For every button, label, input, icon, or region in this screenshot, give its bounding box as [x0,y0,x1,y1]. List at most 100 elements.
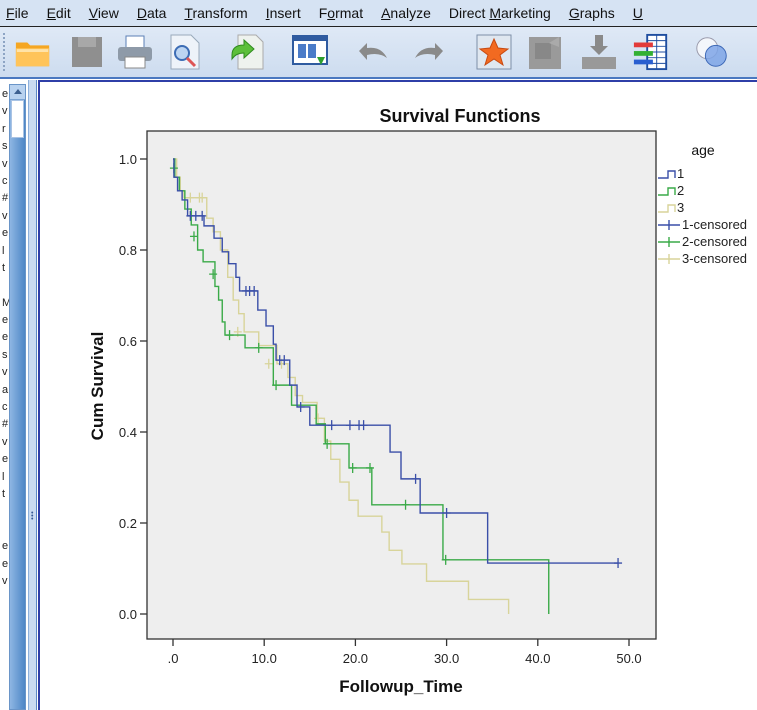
open-folder-icon [15,42,50,67]
goto-case-icon [529,37,561,69]
menu-insert[interactable]: Insert [265,5,301,21]
export-button[interactable] [228,33,266,71]
menu-data[interactable]: Data [136,5,167,21]
legend-censor-icon [658,237,680,247]
y-tick-label: 0.6 [119,334,137,349]
menu-u[interactable]: U [632,5,643,21]
print-preview-icon [170,34,200,70]
menu-format[interactable]: Format [318,5,364,21]
variables-icon [633,33,668,71]
outline-item[interactable]: t [2,487,6,500]
redo-button[interactable] [410,33,448,71]
legend-censor-icon [658,220,680,230]
censor-mark [614,558,623,569]
outline-item[interactable]: v [2,435,8,448]
open-folder-button[interactable] [14,33,52,71]
censor-mark [272,380,281,391]
menu-graphs[interactable]: Graphs [568,5,615,21]
censor-mark [254,342,263,353]
outline-item[interactable]: c [2,174,8,187]
menu-analyze[interactable]: Analyze [381,5,431,21]
survival-chart[interactable]: Survival Functions 0.00.20.40.60.81.0 .0… [38,80,757,710]
scroll-up-arrow-icon[interactable] [10,85,25,100]
outline-item[interactable]: e [2,557,9,570]
censor-mark [359,420,368,431]
censor-mark [225,330,234,341]
outline-item[interactable]: e [2,227,9,240]
outline-item[interactable]: e [2,314,9,327]
x-tick-label: 20.0 [343,651,368,666]
goto-case-button[interactable] [527,33,565,71]
outline-item[interactable]: v [2,574,8,587]
outline-item[interactable]: s [2,348,8,361]
x-tick-label: 40.0 [525,651,550,666]
outline-item[interactable]: # [2,192,9,205]
print-button[interactable] [116,33,154,71]
print-preview-button[interactable] [166,33,204,71]
legend-label: 2 [677,183,684,198]
x-axis: .0 10.0 20.0 30.0 40.0 50.0 [168,639,642,666]
outline-item[interactable]: M [2,296,12,309]
outline-item[interactable]: e [2,540,9,553]
y-axis: 0.0 0.2 0.4 0.6 0.8 1.0 [119,152,147,622]
menu-bar: File Edit View Data Transform Insert Format Ana… [0,0,757,27]
y-tick-label: 1.0 [119,152,137,167]
outline-scrollbar[interactable] [9,84,26,710]
outline-item[interactable]: v [2,157,8,170]
outline-item[interactable]: v [2,366,8,379]
undo-button[interactable] [354,33,392,71]
censor-mark [442,507,451,518]
legend-step-icon [658,170,676,179]
censor-mark [280,355,289,366]
pane-splitter[interactable]: • • • [28,80,37,710]
variables-button[interactable] [632,33,670,71]
menu-file[interactable]: File [6,5,29,21]
menu-transform[interactable]: Transform [184,5,248,21]
menu-direct-marketing[interactable]: Direct Marketing [448,5,551,21]
save-button[interactable] [68,33,106,71]
outline-item[interactable]: e [2,331,9,344]
censor-mark [365,462,374,473]
insert-output-button[interactable] [580,33,618,71]
menu-edit[interactable]: Edit [46,5,71,21]
goto-data-button[interactable] [475,33,513,71]
legend-label: 1-censored [682,217,747,232]
censor-mark [250,285,259,296]
outline-item[interactable]: l [2,244,5,257]
undo-icon [359,43,387,60]
scroll-thumb[interactable] [11,100,24,138]
redo-icon [415,43,443,60]
censor-mark [198,210,207,221]
censor-mark [209,269,218,280]
censor-mark [345,420,354,431]
outline-item[interactable]: # [2,418,9,431]
survival-curve-age-1 [173,158,619,564]
outline-item[interactable]: r [2,122,6,135]
outline-item[interactable]: v [2,105,8,118]
censor-mark [441,554,450,565]
outline-item[interactable]: a [2,383,9,396]
menu-view[interactable]: View [88,5,119,21]
outline-item[interactable]: v [2,209,8,222]
outline-item[interactable]: e [2,88,9,100]
save-icon [72,37,102,67]
venn-button[interactable] [693,33,731,71]
recall-dialog-icon [292,35,328,65]
legend-censor-icon [658,254,680,264]
survival-curves [169,158,623,614]
censor-mark [401,499,410,510]
censor-mark [348,462,357,473]
toolbar-grip[interactable] [3,33,8,71]
outline-item[interactable]: s [2,140,8,153]
chart-title: Survival Functions [379,106,540,126]
outline-item[interactable]: t [2,261,6,274]
y-axis-label: Cum Survival [88,332,107,441]
legend-label: 3 [677,200,684,215]
outline-item[interactable]: e [2,453,9,466]
recall-dialog-button[interactable] [291,33,329,71]
outline-item[interactable]: c [2,401,8,414]
outline-item[interactable]: l [2,470,5,483]
more-button[interactable] [745,33,757,71]
splitter-grip-icon[interactable]: • • • [31,510,34,523]
